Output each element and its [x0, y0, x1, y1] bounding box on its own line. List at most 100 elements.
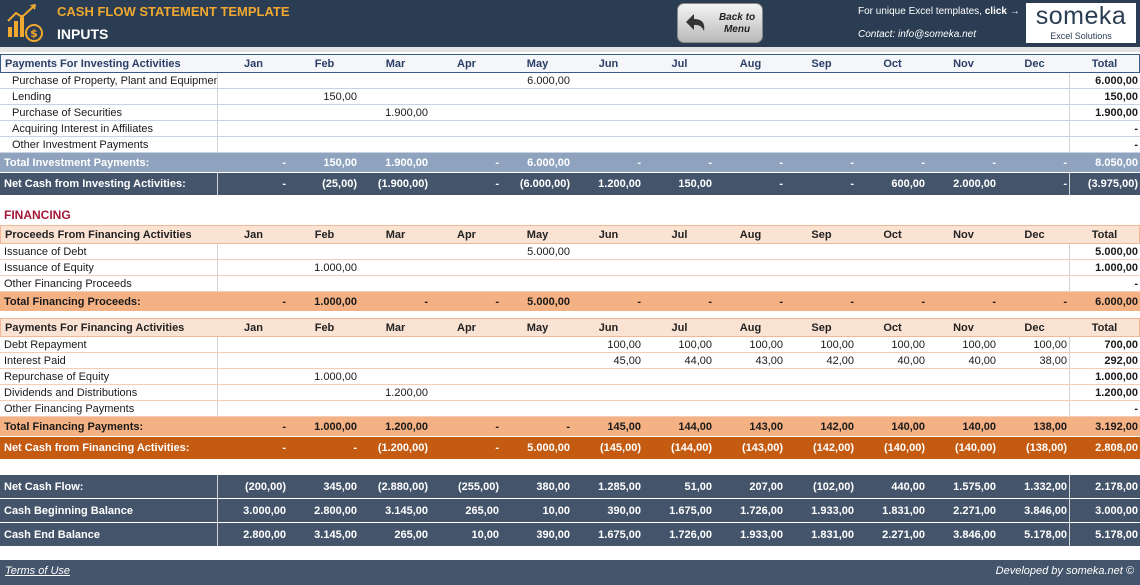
month-value-cell[interactable]: -	[424, 295, 428, 308]
month-value-cell[interactable]	[572, 105, 641, 120]
row-label[interactable]: Cash End Balance	[4, 528, 100, 541]
month-value-cell[interactable]: 43,00	[755, 354, 783, 367]
month-value-cell[interactable]	[998, 260, 1067, 275]
month-value-cell[interactable]: -	[850, 156, 854, 169]
terms-of-use-link[interactable]: Terms of Use	[5, 565, 71, 577]
month-value-cell[interactable]: 10,00	[471, 528, 499, 541]
month-value-cell[interactable]	[714, 137, 783, 152]
month-value-cell[interactable]: -	[1063, 295, 1067, 308]
month-value-cell[interactable]	[288, 121, 357, 136]
month-value-cell[interactable]	[927, 89, 996, 104]
month-value-cell[interactable]: (142,00)	[813, 442, 854, 454]
month-value-cell[interactable]	[430, 137, 499, 152]
month-value-cell[interactable]: 440,00	[891, 480, 925, 493]
month-value-cell[interactable]: 100,00	[1033, 338, 1067, 351]
month-value-cell[interactable]	[217, 137, 286, 152]
month-value-cell[interactable]	[998, 105, 1067, 120]
month-value-cell[interactable]: 3.846,00	[953, 528, 996, 541]
month-value-cell[interactable]	[288, 105, 357, 120]
month-value-cell[interactable]: (25,00)	[322, 178, 357, 190]
month-value-cell[interactable]: -	[637, 295, 641, 308]
month-value-cell[interactable]	[998, 137, 1067, 152]
month-value-cell[interactable]: 45,00	[613, 354, 641, 367]
month-value-cell[interactable]: 100,00	[607, 338, 641, 351]
month-value-cell[interactable]: -	[282, 420, 286, 433]
month-value-cell[interactable]	[714, 73, 783, 88]
month-value-cell[interactable]: -	[495, 442, 499, 454]
month-value-cell[interactable]	[643, 121, 712, 136]
month-value-cell[interactable]	[572, 73, 641, 88]
month-value-cell[interactable]: 6.000,00	[527, 74, 570, 87]
month-value-cell[interactable]: 145,00	[607, 420, 641, 433]
month-value-cell[interactable]	[927, 105, 996, 120]
month-value-cell[interactable]	[856, 369, 925, 384]
month-value-cell[interactable]: 3.145,00	[385, 504, 428, 517]
row-label[interactable]: Net Cash Flow:	[4, 480, 84, 493]
month-value-cell[interactable]: -	[282, 442, 286, 454]
row-label[interactable]: Total Financing Proceeds:	[4, 295, 141, 308]
month-value-cell[interactable]: -	[850, 295, 854, 308]
month-value-cell[interactable]	[430, 369, 499, 384]
month-value-cell[interactable]: 5.000,00	[527, 442, 570, 454]
month-value-cell[interactable]: 40,00	[897, 354, 925, 367]
month-value-cell[interactable]: 207,00	[749, 480, 783, 493]
month-value-cell[interactable]	[927, 260, 996, 275]
month-value-cell[interactable]	[856, 73, 925, 88]
month-value-cell[interactable]	[572, 89, 641, 104]
month-value-cell[interactable]	[501, 369, 570, 384]
month-value-cell[interactable]: 1.675,00	[669, 504, 712, 517]
month-value-cell[interactable]	[501, 276, 570, 291]
month-value-cell[interactable]	[217, 385, 286, 400]
month-value-cell[interactable]: 142,00	[820, 420, 854, 433]
month-value-cell[interactable]	[430, 73, 499, 88]
row-label[interactable]: Other Investment Payments	[12, 138, 149, 151]
row-label[interactable]: Lending	[12, 90, 52, 103]
month-value-cell[interactable]	[998, 401, 1067, 416]
month-value-cell[interactable]	[927, 276, 996, 291]
month-value-cell[interactable]	[643, 137, 712, 152]
month-value-cell[interactable]	[430, 244, 499, 259]
month-value-cell[interactable]	[927, 385, 996, 400]
month-value-cell[interactable]: 1.200,00	[598, 178, 641, 190]
month-value-cell[interactable]: (200,00)	[245, 480, 286, 493]
month-value-cell[interactable]	[714, 276, 783, 291]
month-value-cell[interactable]: -	[353, 442, 357, 454]
month-value-cell[interactable]	[643, 260, 712, 275]
month-value-cell[interactable]: (138,00)	[1026, 442, 1067, 454]
month-value-cell[interactable]	[359, 89, 428, 104]
month-value-cell[interactable]: -	[495, 156, 499, 169]
month-value-cell[interactable]	[785, 385, 854, 400]
month-value-cell[interactable]	[359, 276, 428, 291]
month-value-cell[interactable]	[359, 353, 428, 368]
month-value-cell[interactable]	[998, 276, 1067, 291]
month-value-cell[interactable]	[501, 89, 570, 104]
month-value-cell[interactable]	[714, 89, 783, 104]
month-value-cell[interactable]	[288, 244, 357, 259]
month-value-cell[interactable]: (140,00)	[955, 442, 996, 454]
month-value-cell[interactable]	[501, 353, 570, 368]
month-value-cell[interactable]: 1.285,00	[598, 480, 641, 493]
month-value-cell[interactable]: 100,00	[820, 338, 854, 351]
month-value-cell[interactable]: 1.000,00	[314, 295, 357, 308]
month-value-cell[interactable]	[856, 276, 925, 291]
month-value-cell[interactable]: -	[921, 156, 925, 169]
month-value-cell[interactable]: 143,00	[749, 420, 783, 433]
month-value-cell[interactable]	[501, 105, 570, 120]
contact-email[interactable]: Contact: info@someka.net	[858, 29, 976, 40]
month-value-cell[interactable]: -	[566, 420, 570, 433]
month-value-cell[interactable]: 1.200,00	[385, 386, 428, 399]
month-value-cell[interactable]	[714, 105, 783, 120]
month-value-cell[interactable]	[927, 73, 996, 88]
month-value-cell[interactable]: 1.726,00	[669, 528, 712, 541]
month-value-cell[interactable]	[643, 369, 712, 384]
month-value-cell[interactable]	[430, 276, 499, 291]
month-value-cell[interactable]: 1.675,00	[598, 528, 641, 541]
month-value-cell[interactable]	[430, 353, 499, 368]
month-value-cell[interactable]	[430, 260, 499, 275]
month-value-cell[interactable]: -	[779, 295, 783, 308]
month-value-cell[interactable]	[785, 276, 854, 291]
someka-logo[interactable]: someka Excel Solutions	[1026, 2, 1136, 43]
month-value-cell[interactable]: 2.000,00	[953, 178, 996, 190]
month-value-cell[interactable]	[714, 385, 783, 400]
month-value-cell[interactable]: 1.831,00	[882, 504, 925, 517]
